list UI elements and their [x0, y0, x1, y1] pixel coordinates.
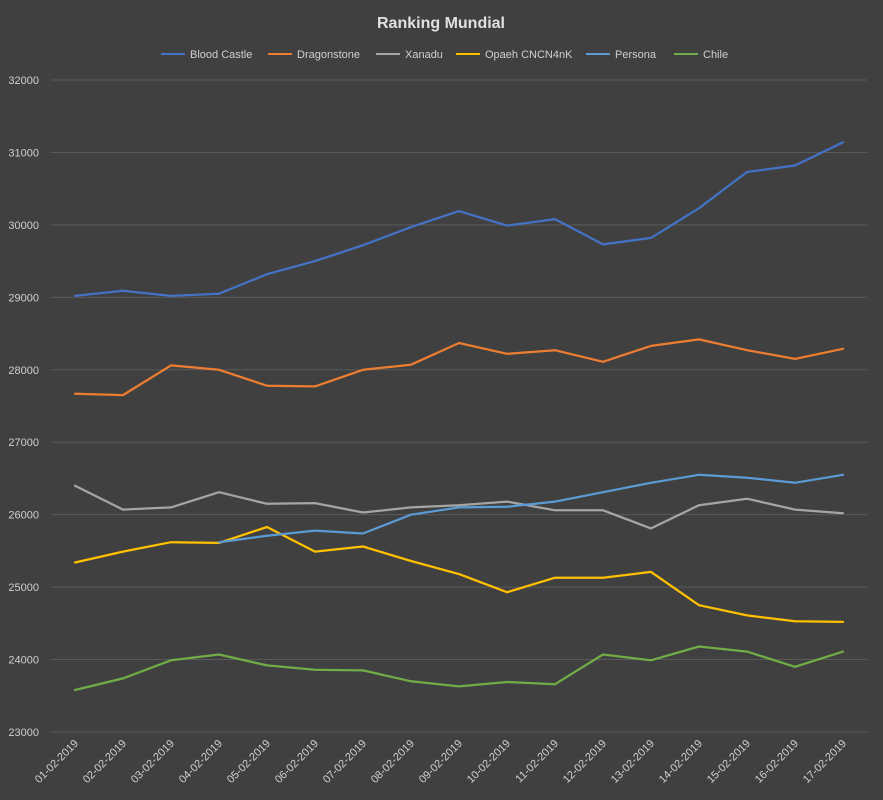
series-line-opaeh-cncn4nk: [73, 525, 845, 624]
y-tick-label: 29000: [8, 292, 39, 304]
x-tick-label: 11-02-2019: [513, 738, 561, 786]
series-line-chile: [73, 645, 845, 692]
x-tick-label: 02-02-2019: [81, 738, 129, 786]
y-tick-label: 24000: [8, 655, 39, 667]
gridlines: [51, 79, 867, 733]
series-line-persona: [217, 473, 845, 544]
x-tick-label: 10-02-2019: [465, 738, 513, 786]
series-line-dragonstone: [73, 338, 845, 397]
x-tick-label: 06-02-2019: [273, 738, 321, 786]
legend-label: Xanadu: [405, 49, 443, 61]
legend-item[interactable]: Dragonstone: [268, 49, 360, 61]
series-line-xanadu: [73, 484, 845, 530]
x-tick-label: 17-02-2019: [801, 738, 849, 786]
series-lines: [73, 141, 845, 692]
y-tick-label: 27000: [8, 437, 39, 449]
y-axis-ticks: 23000 24000 25000 26000 27000 28000 29000 30000…: [8, 75, 39, 739]
y-tick-label: 31000: [8, 147, 39, 159]
series-line-blood-castle: [73, 141, 845, 298]
x-axis-ticks: 01-02-2019 02-02-2019 03-02-2019 04-02-2019…: [33, 738, 849, 786]
x-tick-label: 15-02-2019: [705, 738, 753, 786]
y-tick-label: 23000: [8, 727, 39, 739]
x-tick-label: 04-02-2019: [177, 738, 225, 786]
x-tick-label: 03-02-2019: [129, 738, 177, 786]
legend-item[interactable]: Xanadu: [376, 49, 443, 61]
x-tick-label: 12-02-2019: [561, 738, 609, 786]
x-tick-label: 07-02-2019: [321, 738, 369, 786]
y-tick-label: 25000: [8, 582, 39, 594]
x-tick-label: 08-02-2019: [369, 738, 417, 786]
y-tick-label: 32000: [8, 75, 39, 87]
legend-item[interactable]: Chile: [674, 49, 728, 61]
x-tick-label: 09-02-2019: [417, 738, 465, 786]
x-tick-label: 13-02-2019: [609, 738, 657, 786]
x-tick-label: 05-02-2019: [225, 738, 273, 786]
y-tick-label: 30000: [8, 220, 39, 232]
legend-label: Chile: [703, 49, 728, 61]
x-tick-label: 16-02-2019: [753, 738, 801, 786]
y-tick-label: 28000: [8, 365, 39, 377]
legend-label: Opaeh CNCN4nK: [485, 49, 573, 61]
legend-label: Dragonstone: [297, 49, 360, 61]
x-tick-label: 14-02-2019: [657, 738, 705, 786]
legend-item[interactable]: Opaeh CNCN4nK: [456, 49, 573, 61]
chart-title: Ranking Mundial: [377, 15, 505, 32]
legend[interactable]: Blood Castle Dragonstone Xanadu Opaeh CNCN4…: [161, 49, 728, 61]
y-tick-label: 26000: [8, 510, 39, 522]
legend-item[interactable]: Blood Castle: [161, 49, 252, 61]
x-tick-label: 01-02-2019: [33, 738, 81, 786]
legend-label: Blood Castle: [190, 49, 252, 61]
legend-item[interactable]: Persona: [586, 49, 657, 61]
legend-label: Persona: [615, 49, 657, 61]
